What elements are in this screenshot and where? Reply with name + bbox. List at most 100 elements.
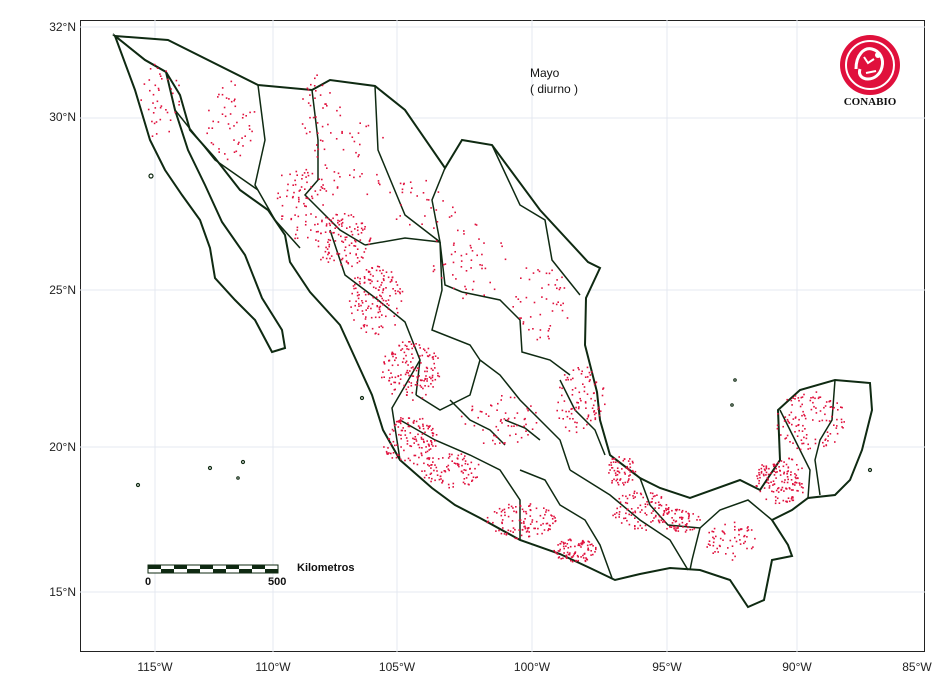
- hotspot-point: [415, 440, 418, 442]
- hotspot-point: [545, 509, 548, 511]
- hotspot-point: [787, 466, 790, 469]
- hotspot-point: [717, 551, 719, 553]
- hotspot-point: [402, 427, 404, 429]
- hotspot-point: [174, 111, 176, 114]
- hotspot-point: [307, 174, 310, 177]
- hotspot-point: [341, 132, 343, 134]
- hotspot-point: [528, 531, 530, 533]
- hotspot-point: [223, 106, 226, 109]
- hotspot-point: [361, 310, 364, 312]
- hotspot-point: [533, 301, 536, 304]
- hotspot-point: [426, 424, 428, 427]
- hotspot-point: [771, 490, 773, 493]
- hotspot-point: [503, 508, 506, 511]
- hotspot-point: [624, 473, 626, 475]
- hotspot-point: [722, 539, 724, 541]
- hotspot-point: [447, 464, 450, 467]
- hotspot-point: [725, 553, 727, 555]
- hotspot-point: [565, 379, 567, 381]
- hotspot-point: [765, 466, 768, 468]
- hotspot-point: [528, 328, 530, 331]
- hotspot-point: [348, 244, 351, 247]
- hotspot-point: [322, 107, 324, 109]
- hotspot-point: [785, 437, 788, 439]
- hotspot-point: [723, 531, 725, 534]
- hotspot-point: [626, 497, 629, 500]
- hotspot-point: [152, 102, 154, 104]
- hotspot-point: [829, 433, 832, 435]
- hotspot-point: [407, 372, 409, 374]
- hotspot-point: [548, 328, 550, 330]
- hotspot-point: [432, 265, 435, 267]
- hotspot-point: [370, 316, 373, 319]
- hotspot-point: [396, 454, 399, 456]
- hotspot-point: [532, 272, 535, 274]
- hotspot-point: [494, 443, 496, 445]
- hotspot-point: [422, 423, 424, 426]
- hotspot-point: [365, 316, 367, 318]
- hotspot-point: [325, 246, 327, 249]
- hotspot-point: [416, 376, 418, 378]
- hotspot-point: [442, 200, 444, 202]
- hotspot-point: [712, 531, 715, 533]
- hotspot-point: [374, 332, 377, 335]
- hotspot-point: [495, 425, 498, 428]
- hotspot-point: [463, 478, 466, 480]
- hotspot-point: [156, 67, 159, 69]
- hotspot-point: [561, 387, 563, 390]
- hotspot-point: [314, 149, 316, 152]
- hotspot-point: [794, 484, 796, 486]
- hotspot-point: [357, 297, 360, 300]
- hotspot-point: [706, 546, 708, 548]
- hotspot-point: [623, 471, 626, 474]
- hotspot-point: [815, 407, 817, 409]
- hotspot-point: [328, 245, 330, 248]
- hotspot-point: [334, 227, 336, 229]
- hotspot-point: [398, 382, 401, 385]
- hotspot-point: [387, 276, 390, 279]
- hotspot-point: [563, 547, 565, 550]
- hotspot-point: [353, 319, 355, 321]
- hotspot-point: [570, 556, 573, 558]
- hotspot-point: [295, 170, 298, 173]
- hotspot-point: [796, 447, 798, 450]
- hotspot-point: [433, 227, 435, 229]
- hotspot-point: [576, 554, 579, 557]
- hotspot-point: [746, 530, 749, 532]
- hotspot-point: [634, 510, 636, 513]
- hotspot-point: [675, 527, 677, 529]
- hotspot-point: [428, 354, 431, 356]
- hotspot-point: [367, 305, 370, 308]
- hotspot-point: [572, 418, 574, 420]
- hotspot-point: [484, 267, 487, 270]
- hotspot-point: [307, 102, 310, 104]
- hotspot-point: [322, 184, 324, 186]
- hotspot-point: [350, 242, 353, 244]
- hotspot-point: [733, 521, 736, 524]
- hotspot-point: [452, 274, 454, 276]
- hotspot-point: [388, 359, 391, 362]
- hotspot-point: [841, 426, 843, 428]
- hotspot-point: [420, 362, 422, 364]
- hotspot-point: [151, 120, 153, 123]
- hotspot-point: [456, 457, 459, 459]
- hotspot-point: [337, 172, 340, 175]
- hotspot-point: [382, 289, 384, 291]
- hotspot-point: [302, 98, 304, 100]
- hotspot-point: [672, 525, 675, 528]
- hotspot-point: [735, 540, 738, 543]
- hotspot-point: [567, 553, 570, 556]
- hotspot-point: [734, 536, 736, 539]
- hotspot-point: [356, 291, 359, 294]
- hotspot-point: [315, 216, 317, 218]
- hotspot-point: [566, 551, 569, 554]
- hotspot-point: [320, 232, 322, 235]
- hotspot-point: [622, 482, 624, 484]
- hotspot-point: [310, 229, 312, 231]
- hotspot-point: [426, 378, 428, 380]
- hotspot-point: [217, 121, 220, 123]
- hotspot-point: [348, 300, 351, 302]
- hotspot-point: [783, 420, 786, 422]
- hotspot-point: [624, 481, 626, 484]
- hotspot-point: [325, 190, 328, 192]
